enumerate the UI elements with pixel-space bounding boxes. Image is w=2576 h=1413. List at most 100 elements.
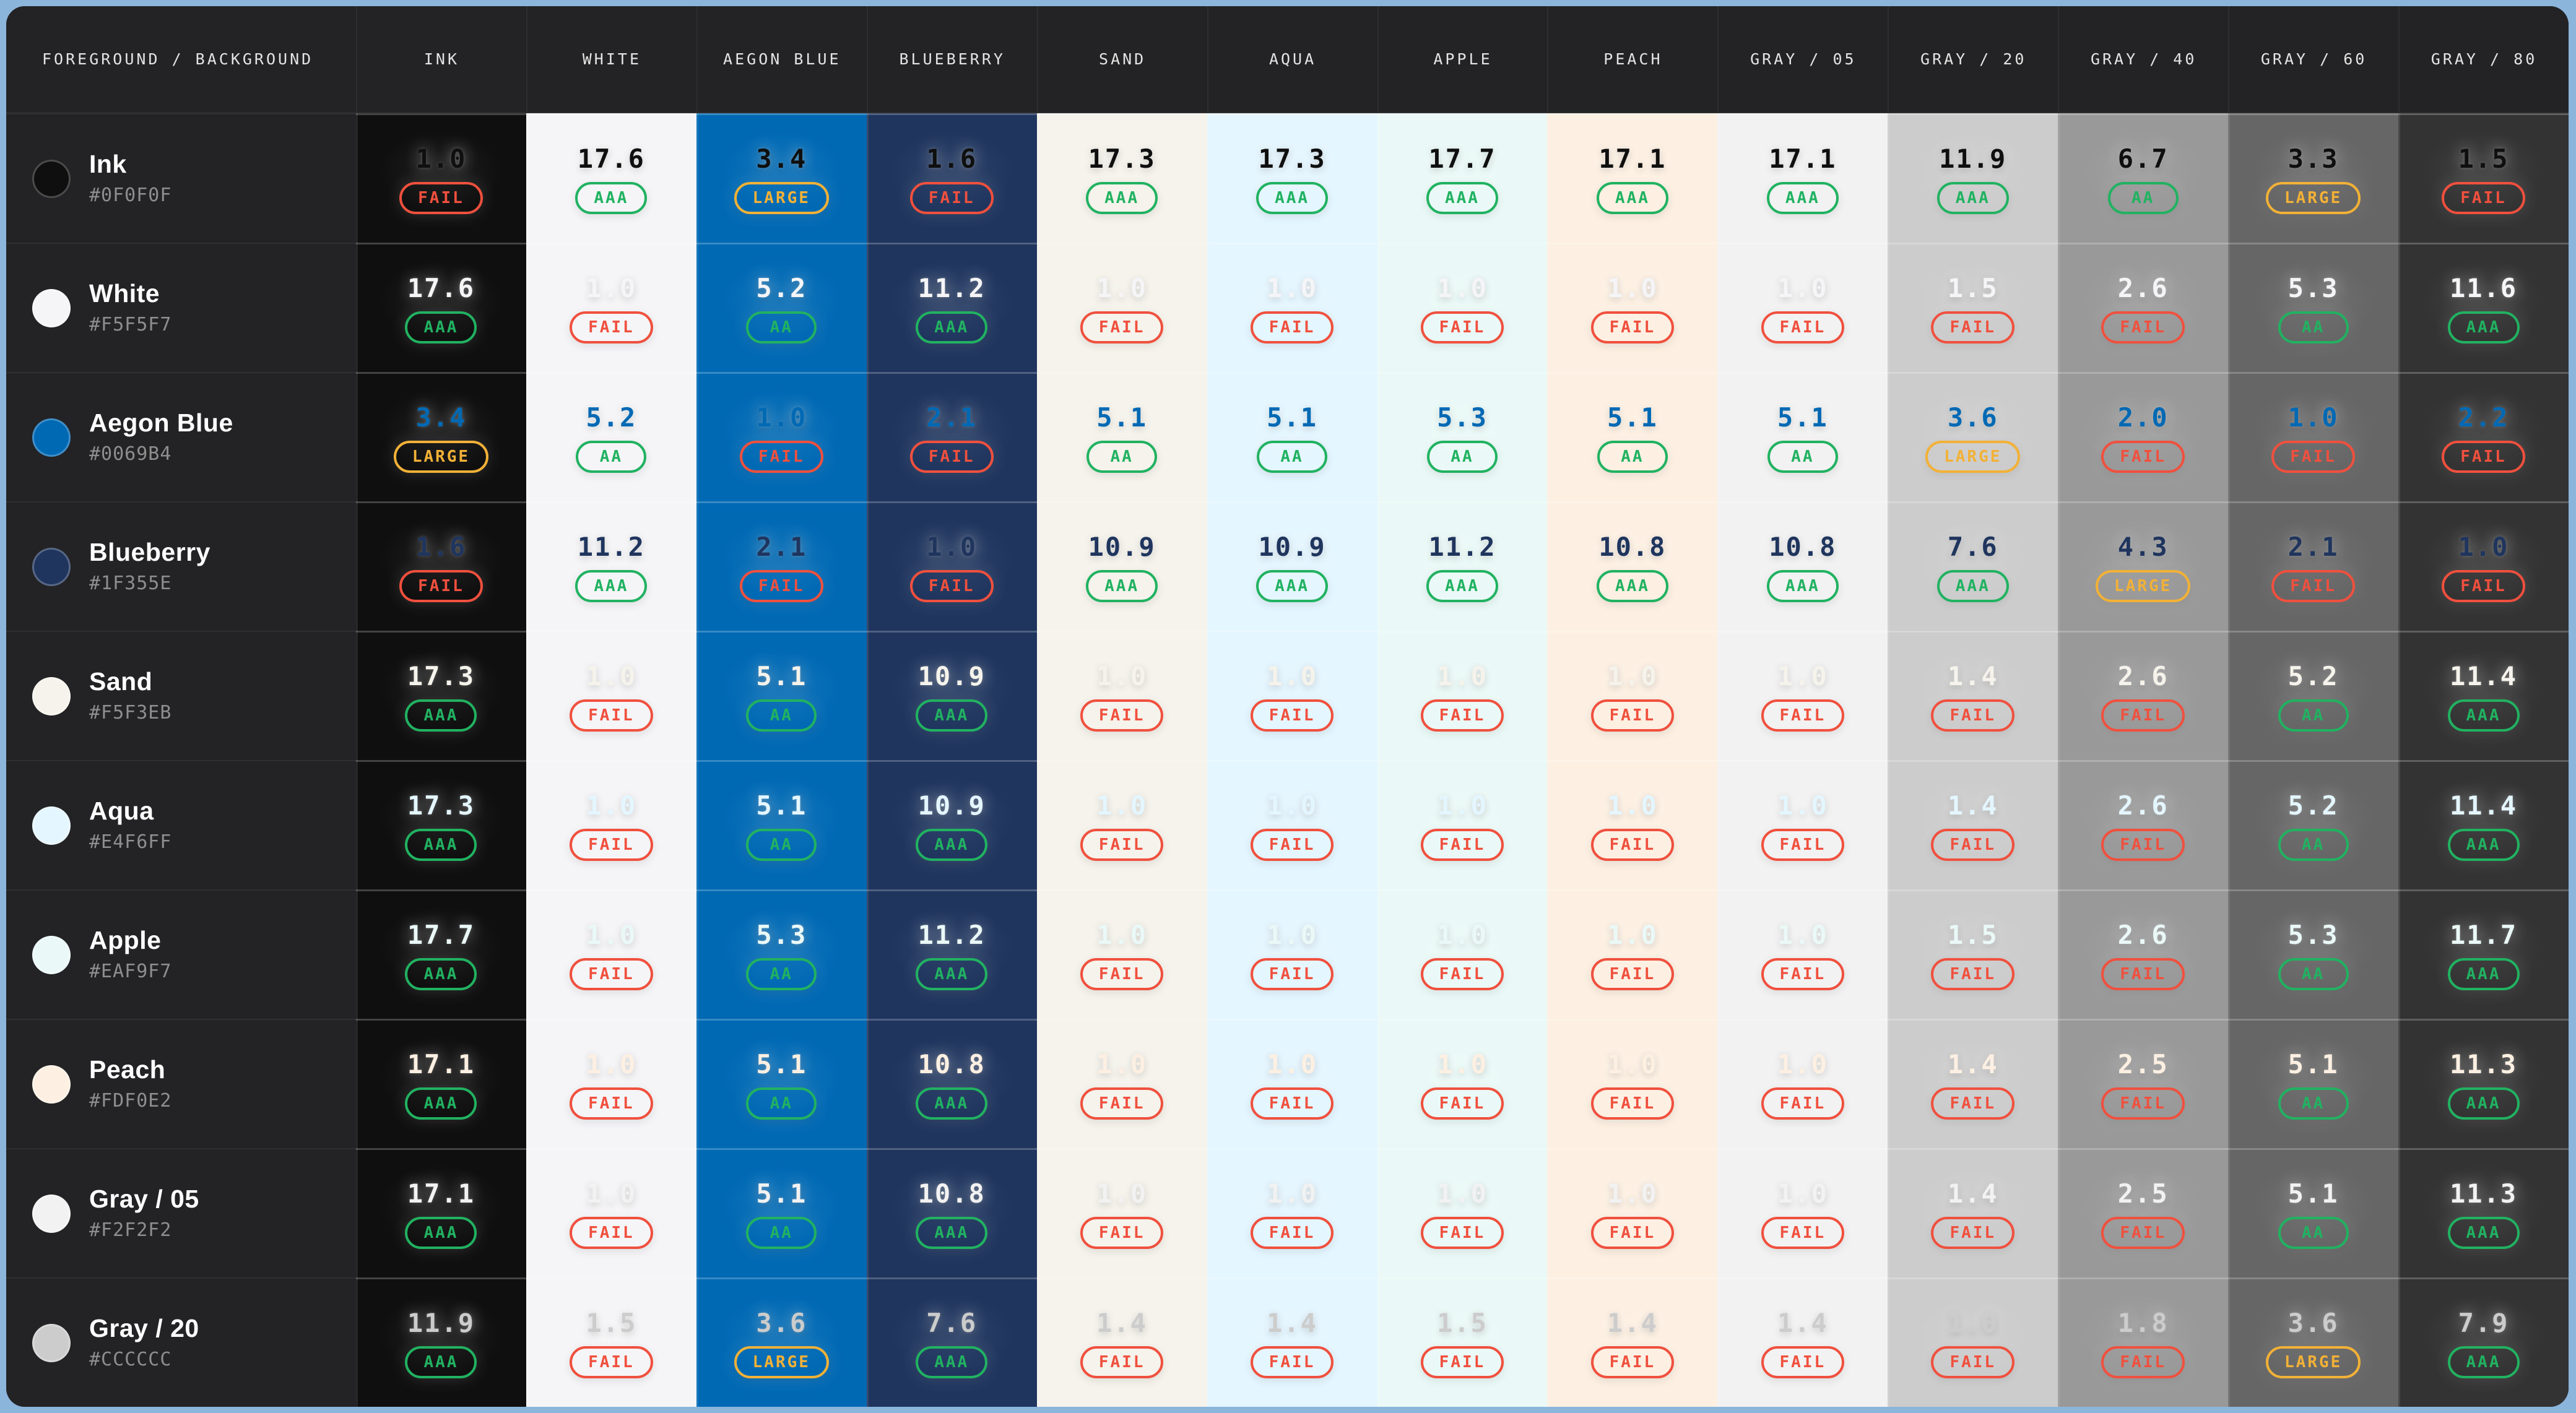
wcag-badge: AAA — [405, 311, 477, 344]
wcag-badge: AAA — [1596, 569, 1668, 602]
wcag-badge: AA — [2278, 1216, 2349, 1249]
wcag-badge: FAIL — [1420, 1087, 1504, 1120]
contrast-ratio: 11.2 — [1428, 531, 1496, 562]
wcag-badge: FAIL — [570, 828, 653, 861]
contrast-cell: 11.4 AAA — [2398, 760, 2569, 889]
contrast-cell: 1.5 FAIL — [2398, 113, 2569, 243]
contrast-cell: 10.8 AAA — [866, 1148, 1037, 1277]
contrast-grid: FOREGROUND / BACKGROUND INK WHITE AEGON BL… — [6, 6, 2569, 1407]
contrast-cell: 17.1 AAA — [1547, 113, 1718, 243]
color-swatch — [32, 1065, 71, 1104]
contrast-cell: 1.0 FAIL — [1036, 760, 1207, 889]
contrast-cell: 5.3 AA — [2228, 889, 2399, 1019]
row-name: Blueberry — [89, 538, 210, 567]
wcag-badge: FAIL — [1420, 828, 1504, 861]
contrast-cell: 1.0 FAIL — [1207, 1019, 1377, 1148]
contrast-cell: 11.2 AAA — [866, 889, 1037, 1019]
wcag-badge: FAIL — [1080, 957, 1164, 990]
wcag-badge: AAA — [2447, 311, 2520, 344]
contrast-cell: 1.0 FAIL — [1207, 243, 1377, 372]
contrast-cell: 1.4 FAIL — [1888, 1148, 2058, 1277]
column-header: GRAY / 05 — [1717, 6, 1888, 113]
contrast-cell: 17.1 AAA — [356, 1019, 526, 1148]
row-name: Aqua — [89, 797, 154, 826]
wcag-badge: FAIL — [1250, 957, 1334, 990]
wcag-badge: FAIL — [570, 1087, 653, 1120]
wcag-badge: FAIL — [2271, 569, 2355, 602]
contrast-cell: 10.8 AAA — [866, 1019, 1037, 1148]
color-swatch — [32, 676, 71, 715]
contrast-cell: 2.6 FAIL — [2058, 243, 2229, 372]
contrast-cell: 5.2 AA — [2228, 760, 2399, 889]
contrast-ratio: 1.0 — [1607, 790, 1658, 821]
contrast-ratio: 11.4 — [2449, 790, 2518, 821]
contrast-ratio: 1.0 — [586, 272, 637, 303]
contrast-ratio: 1.0 — [586, 660, 637, 691]
wcag-badge: FAIL — [1250, 828, 1334, 861]
color-swatch — [32, 418, 71, 457]
contrast-ratio: 1.0 — [586, 1178, 637, 1209]
wcag-badge: FAIL — [570, 1346, 653, 1378]
contrast-ratio: 4.3 — [2117, 531, 2169, 562]
wcag-badge: AAA — [2447, 1346, 2520, 1378]
wcag-badge: FAIL — [1931, 1346, 2015, 1378]
contrast-ratio: 17.1 — [1769, 143, 1837, 174]
row-hex: #EAF9F7 — [89, 960, 172, 982]
wcag-badge: FAIL — [1931, 311, 2015, 344]
contrast-cell: 5.1 AA — [1207, 372, 1377, 501]
wcag-badge: AA — [746, 828, 817, 861]
contrast-cell: 1.5 FAIL — [1888, 889, 2058, 1019]
contrast-cell: 1.0 FAIL — [1547, 631, 1718, 760]
contrast-ratio: 5.1 — [2288, 1178, 2339, 1209]
contrast-ratio: 17.3 — [407, 660, 475, 691]
contrast-ratio: 11.2 — [917, 919, 986, 950]
contrast-ratio: 1.0 — [1096, 1178, 1148, 1209]
contrast-ratio: 17.1 — [407, 1048, 475, 1079]
wcag-badge: AAA — [916, 1216, 988, 1249]
wcag-badge: FAIL — [1590, 957, 1675, 990]
wcag-badge: AAA — [575, 181, 648, 214]
contrast-ratio: 5.3 — [1437, 402, 1488, 433]
contrast-ratio: 5.1 — [1777, 402, 1828, 433]
contrast-ratio: 11.9 — [407, 1307, 475, 1338]
row-name: White — [89, 279, 160, 308]
contrast-ratio: 1.0 — [1267, 919, 1317, 950]
contrast-ratio: 1.0 — [2288, 402, 2339, 433]
contrast-cell: 5.1 AA — [696, 760, 867, 889]
contrast-cell: 17.1 AAA — [1717, 113, 1888, 243]
contrast-cell: 5.2 AA — [696, 243, 867, 372]
contrast-cell: 1.6 FAIL — [866, 113, 1037, 243]
wcag-badge: FAIL — [1250, 311, 1334, 344]
wcag-badge: FAIL — [1761, 1346, 1845, 1378]
contrast-ratio: 11.9 — [1939, 143, 2007, 174]
wcag-badge: FAIL — [1420, 1346, 1504, 1378]
contrast-ratio: 5.1 — [756, 660, 807, 691]
wcag-badge: FAIL — [1931, 957, 2015, 990]
wcag-badge: AAA — [916, 699, 988, 732]
contrast-cell: 5.1 AA — [1036, 372, 1207, 501]
contrast-ratio: 10.8 — [1769, 531, 1837, 562]
contrast-ratio: 1.4 — [1947, 1178, 1998, 1209]
row-name: Aegon Blue — [89, 408, 233, 438]
column-header: APPLE — [1377, 6, 1548, 113]
contrast-ratio: 1.0 — [1777, 1178, 1828, 1209]
wcag-badge: AA — [2278, 699, 2349, 732]
contrast-cell: 17.7 AAA — [1377, 113, 1548, 243]
contrast-cell: 1.0 FAIL — [1888, 1277, 2058, 1407]
row-name: Gray / 05 — [89, 1185, 199, 1214]
contrast-ratio: 3.6 — [2288, 1307, 2339, 1338]
column-header: AEGON BLUE — [696, 6, 867, 113]
contrast-cell: 1.0 FAIL — [526, 243, 696, 372]
contrast-ratio: 2.6 — [2117, 660, 2169, 691]
row-label: White #F5F5F7 — [6, 243, 356, 372]
contrast-cell: 17.6 AAA — [526, 113, 696, 243]
contrast-cell: 1.0 FAIL — [1377, 1019, 1548, 1148]
contrast-ratio: 1.0 — [1607, 272, 1658, 303]
contrast-cell: 1.0 FAIL — [1036, 1148, 1207, 1277]
wcag-badge: AAA — [2447, 1216, 2520, 1249]
row-hex: #FDF0E2 — [89, 1089, 172, 1112]
wcag-badge: AAA — [405, 1346, 477, 1378]
contrast-cell: 1.0 FAIL — [1036, 243, 1207, 372]
row-hex: #0069B4 — [89, 443, 172, 465]
wcag-badge: FAIL — [1590, 1087, 1675, 1120]
